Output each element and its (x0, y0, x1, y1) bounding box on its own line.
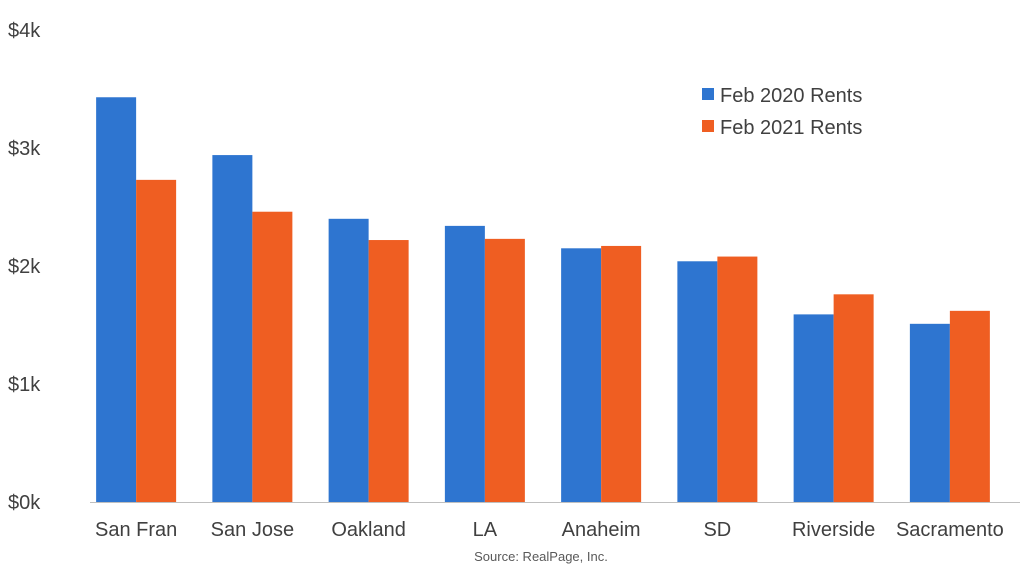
bar-feb-2020-riverside (793, 314, 834, 502)
legend: Feb 2020 Rents Feb 2021 Rents (702, 85, 862, 139)
bar-feb-2021-san-fran (136, 179, 177, 503)
bars-group (96, 97, 990, 503)
bar-feb-2021-riverside (833, 294, 874, 502)
y-tick-label: $1k (8, 374, 41, 396)
bar-feb-2021-oakland (368, 240, 409, 503)
bar-feb-2020-san-fran (96, 97, 137, 502)
y-tick-label: $4k (8, 20, 41, 42)
y-tick-label: $0k (8, 492, 41, 514)
legend-label: Feb 2021 Rents (720, 117, 862, 139)
legend-swatch (702, 88, 714, 100)
y-axis-ticks: $0k $1k $2k $3k $4k (8, 20, 41, 514)
bar-feb-2021-la (484, 238, 525, 503)
bar-feb-2021-sd (717, 256, 758, 502)
source-note: Source: RealPage, Inc. (474, 549, 608, 564)
x-tick-label: SD (703, 519, 731, 541)
bar-feb-2021-san-jose (252, 211, 293, 502)
bar-feb-2020-san-jose (212, 155, 253, 502)
bar-feb-2020-sacramento (909, 323, 950, 502)
bar-feb-2021-sacramento (949, 310, 990, 502)
x-tick-label: San Fran (95, 519, 177, 541)
x-tick-label: Sacramento (896, 519, 1004, 541)
bar-feb-2020-oakland (328, 218, 369, 503)
x-tick-label: Anaheim (562, 519, 641, 541)
x-tick-label: LA (473, 519, 498, 541)
x-tick-label: San Jose (211, 519, 294, 541)
y-tick-label: $2k (8, 256, 41, 278)
legend-swatch (702, 120, 714, 132)
x-tick-label: Riverside (792, 519, 875, 541)
bar-feb-2020-la (444, 225, 485, 502)
bar-feb-2020-sd (677, 261, 718, 502)
bar-feb-2021-anaheim (601, 245, 642, 502)
x-axis-labels: San Fran San Jose Oakland LA Anaheim SD Rivers… (95, 519, 1004, 541)
y-tick-label: $3k (8, 138, 41, 160)
x-tick-label: Oakland (331, 519, 406, 541)
legend-label: Feb 2020 Rents (720, 85, 862, 107)
bar-feb-2020-anaheim (561, 248, 602, 502)
